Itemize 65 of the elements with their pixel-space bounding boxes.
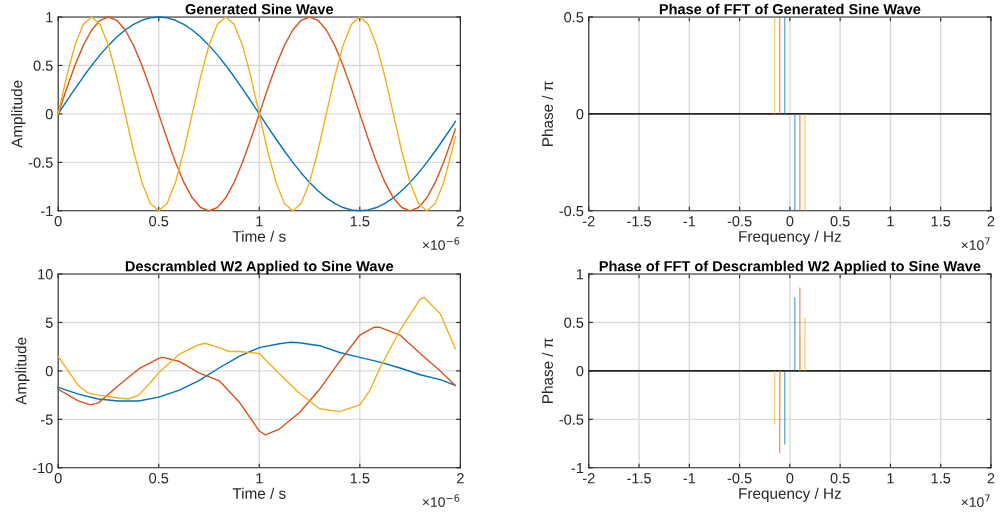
x-tick-label: 0.5 xyxy=(830,216,850,227)
x-tick-label: 2 xyxy=(987,473,995,484)
y-tick-label: 1 xyxy=(576,269,584,280)
x-axis-title: Frequency / Hz xyxy=(739,487,841,502)
y-tick-label: 0.5 xyxy=(564,12,584,23)
x-tick-label: -1.5 xyxy=(627,216,651,227)
line-series xyxy=(57,296,457,413)
x-tick-label: -2 xyxy=(582,216,595,227)
x-axis-title: Time / s xyxy=(232,230,286,242)
x-axis-title: Frequency / Hz xyxy=(739,230,841,245)
x-tick-label: 1.5 xyxy=(931,473,951,484)
y-tick-label: -0.5 xyxy=(28,157,53,168)
x-axis-title: Time / s xyxy=(232,487,286,499)
chart-title: Descrambled W2 Applied to Sine Wave xyxy=(125,260,394,275)
y-tick-label: 0 xyxy=(576,366,584,377)
x-tick-label: -1 xyxy=(683,216,696,227)
y-tick-label: 0 xyxy=(45,366,53,377)
y-tick-label: -0.5 xyxy=(559,414,584,425)
x-tick-label: 1.5 xyxy=(350,473,370,484)
y-tick-label: -1 xyxy=(40,206,53,217)
y-tick-label: 0 xyxy=(45,109,53,120)
text: ×10$^{−6}$ xyxy=(422,494,460,507)
line-series xyxy=(57,326,457,436)
x-tick-label: -1.5 xyxy=(627,473,651,484)
chart-title: Phase of FFT of Descrambled W2 Applied to Sine Wave xyxy=(599,260,981,275)
x-tick-label: -0.5 xyxy=(727,473,752,484)
x-tick-label: 1.5 xyxy=(350,216,370,227)
y-axis-title: Phase / π xyxy=(541,81,553,146)
x-tick-label: 0 xyxy=(786,216,794,227)
x-tick-label: 0 xyxy=(786,473,794,484)
y-axis-title: Phase / π xyxy=(541,338,553,403)
chart-title: Phase of FFT of Generated Sine Wave xyxy=(659,3,921,15)
y-axis-title: Amplitude xyxy=(15,337,30,405)
x-tick-label: -0.5 xyxy=(727,216,752,227)
x-tick-label: -1 xyxy=(683,473,696,484)
x-tick-label: 2 xyxy=(987,216,995,227)
y-tick-label: 0.5 xyxy=(33,60,53,71)
x-tick-label: 0 xyxy=(54,473,62,484)
x-tick-label: 2 xyxy=(457,473,464,484)
x-tick-label: 0.5 xyxy=(149,473,169,484)
x-tick-label: 1.5 xyxy=(931,216,951,227)
x-tick-label: 1 xyxy=(256,473,263,484)
x-tick-label: 1 xyxy=(887,216,894,227)
y-tick-label: 10 xyxy=(38,269,53,280)
y-tick-label: 0.5 xyxy=(564,317,584,328)
y-tick-label: -0.5 xyxy=(559,205,584,217)
text: ×10$^{7}$ xyxy=(961,237,990,250)
x-tick-label: -2 xyxy=(582,473,595,484)
x-tick-label: 0.5 xyxy=(830,473,850,484)
text: ×10$^{−6}$ xyxy=(422,237,460,250)
y-tick-label: 0 xyxy=(576,109,584,120)
y-tick-label: -5 xyxy=(40,414,53,425)
x-tick-label: 1 xyxy=(887,473,894,484)
x-tick-label: 0.5 xyxy=(149,216,169,227)
chart-title: Generated Sine Wave xyxy=(185,3,334,15)
y-axis-title: Amplitude xyxy=(11,80,26,148)
y-tick-label: 1 xyxy=(46,12,53,23)
x-tick-label: 0 xyxy=(54,216,62,227)
text: ×10$^{7}$ xyxy=(961,494,990,507)
x-tick-label: 1 xyxy=(256,216,263,227)
x-tick-label: 2 xyxy=(457,216,464,227)
y-tick-label: -1 xyxy=(571,463,584,474)
line-series xyxy=(57,16,457,212)
y-tick-label: 5 xyxy=(45,317,53,328)
y-tick-label: -10 xyxy=(32,462,53,474)
